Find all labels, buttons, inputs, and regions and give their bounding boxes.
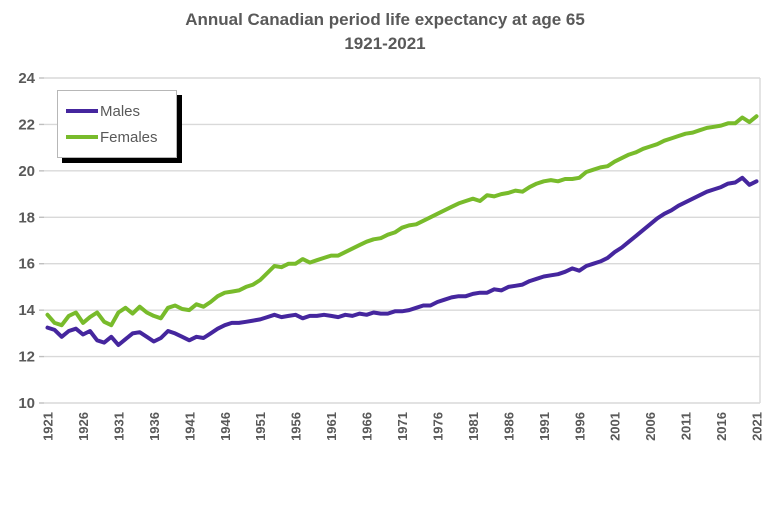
y-axis-label: 24 <box>18 70 35 87</box>
legend-label-males: Males <box>100 102 141 120</box>
series-line-females <box>45 114 759 328</box>
x-axis-label: 1936 <box>147 412 162 441</box>
x-axis-label: 2011 <box>679 412 694 440</box>
x-axis-label: 1981 <box>466 412 481 441</box>
x-axis-label: 1926 <box>76 412 91 441</box>
x-axis-label: 1941 <box>182 412 197 441</box>
x-axis-label: 1966 <box>360 412 375 441</box>
x-axis-label: 1991 <box>537 412 552 441</box>
legend: Males Females <box>57 90 177 158</box>
x-axis-label: 1956 <box>289 412 304 441</box>
females-line-swatch <box>66 135 98 139</box>
x-axis-label: 2016 <box>714 412 729 441</box>
x-axis-label: 2001 <box>608 412 623 441</box>
legend-label-females: Females <box>100 128 158 146</box>
y-axis-label: 20 <box>18 163 35 180</box>
y-axis-label: 12 <box>18 349 35 366</box>
x-axis-label: 1951 <box>253 412 268 441</box>
chart-title: Annual Canadian period life expectancy a… <box>0 8 770 56</box>
x-axis-label: 1921 <box>41 412 56 441</box>
x-axis-label: 2006 <box>643 412 658 441</box>
legend-item-males: Males <box>66 98 166 124</box>
males-line-swatch <box>66 109 98 113</box>
chart-title-line1: Annual Canadian period life expectancy a… <box>185 10 585 29</box>
y-axis-label: 16 <box>18 256 35 273</box>
x-axis-label: 1961 <box>324 412 339 441</box>
series-line-males <box>45 175 759 347</box>
x-axis-label: 1986 <box>501 412 516 441</box>
y-axis-label: 18 <box>18 209 35 226</box>
y-axis-label: 14 <box>18 302 35 319</box>
chart-title-line2: 1921-2021 <box>344 34 426 53</box>
x-axis-label: 2021 <box>750 412 765 441</box>
x-axis-label: 1971 <box>395 412 410 441</box>
y-axis-label: 22 <box>18 116 35 133</box>
y-axis-label: 10 <box>18 395 35 412</box>
x-axis-label: 1946 <box>218 412 233 441</box>
x-axis-label: 1976 <box>430 412 445 441</box>
x-axis-label: 1996 <box>572 412 587 441</box>
legend-item-females: Females <box>66 124 166 150</box>
x-axis-label: 1931 <box>111 412 126 441</box>
